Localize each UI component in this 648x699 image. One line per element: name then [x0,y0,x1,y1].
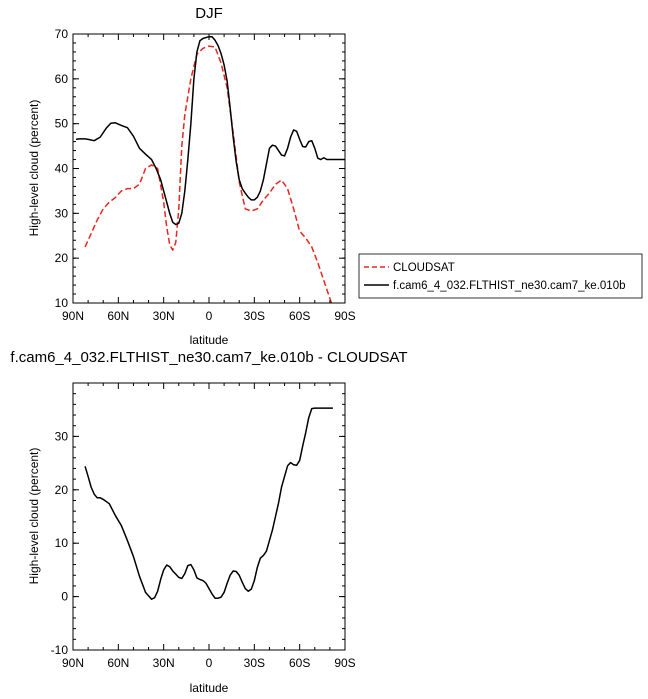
y-tick-label: 40 [55,162,69,176]
x-tick-label: 30S [244,309,265,323]
x-tick-label: 30N [153,309,175,323]
chart-title: DJF [195,5,223,22]
y-tick-label: 30 [55,206,69,220]
y-tick-label: 30 [55,429,69,443]
x-axis-label: latitude [190,681,229,695]
x-tick-label: 0 [206,309,213,323]
x-tick-label: 30S [244,656,265,670]
legend-entry-cloudsat: CLOUDSAT [393,262,455,274]
y-tick-label: 60 [55,72,69,86]
y-tick-label: 10 [55,296,69,310]
y-tick-label: 10 [55,536,69,550]
x-tick-label: 60S [289,309,310,323]
x-tick-label: 60N [107,309,129,323]
axes: 90N 60N 30N 0 30S 60S 90S -10 0 10 20 30 [51,382,356,670]
plot-frame [72,33,346,304]
x-tick-label: 30N [153,656,175,670]
y-tick-label: 20 [55,251,69,265]
series-line-model [75,35,345,226]
x-tick-label: 90S [334,309,355,323]
y-tick-label: 0 [61,590,68,604]
panel-difference: f.cam6_4_032.FLTHIST_ne30.cam7_ke.010b -… [10,349,407,695]
x-tick-label: 90N [62,656,84,670]
legend: CLOUDSAT f.cam6_4_032.FLTHIST_ne30.cam7_… [358,253,643,299]
series-line-difference [84,407,333,601]
series-group [75,35,345,303]
series-line-cloudsat [84,45,333,303]
x-tick-label: 60N [107,656,129,670]
series-group [84,407,333,601]
chart-title: f.cam6_4_032.FLTHIST_ne30.cam7_ke.010b -… [10,349,407,366]
x-tick-label: 60S [289,656,310,670]
x-axis-label: latitude [190,333,229,347]
x-tick-label: 90N [62,309,84,323]
panel-djf: DJF 90N 60N 30N 0 30S 60S 90S 10 20 30 40 50 60 70 Hi… [27,5,356,347]
y-tick-label: 20 [55,483,69,497]
plot-frame [72,382,346,651]
legend-box [358,253,643,299]
axes: 90N 60N 30N 0 30S 60S 90S 10 20 30 40 50 60 70 [55,27,356,323]
y-axis-label: High-level cloud (percent) [27,100,41,237]
y-axis-label: High-level cloud (percent) [27,448,41,585]
y-tick-label: 70 [55,27,69,41]
y-tick-label: 50 [55,117,69,131]
x-tick-label: 0 [206,656,213,670]
x-tick-label: 90S [334,656,355,670]
legend-entry-model: f.cam6_4_032.FLTHIST_ne30.cam7_ke.010b [393,280,625,292]
y-tick-label: -10 [51,643,69,657]
